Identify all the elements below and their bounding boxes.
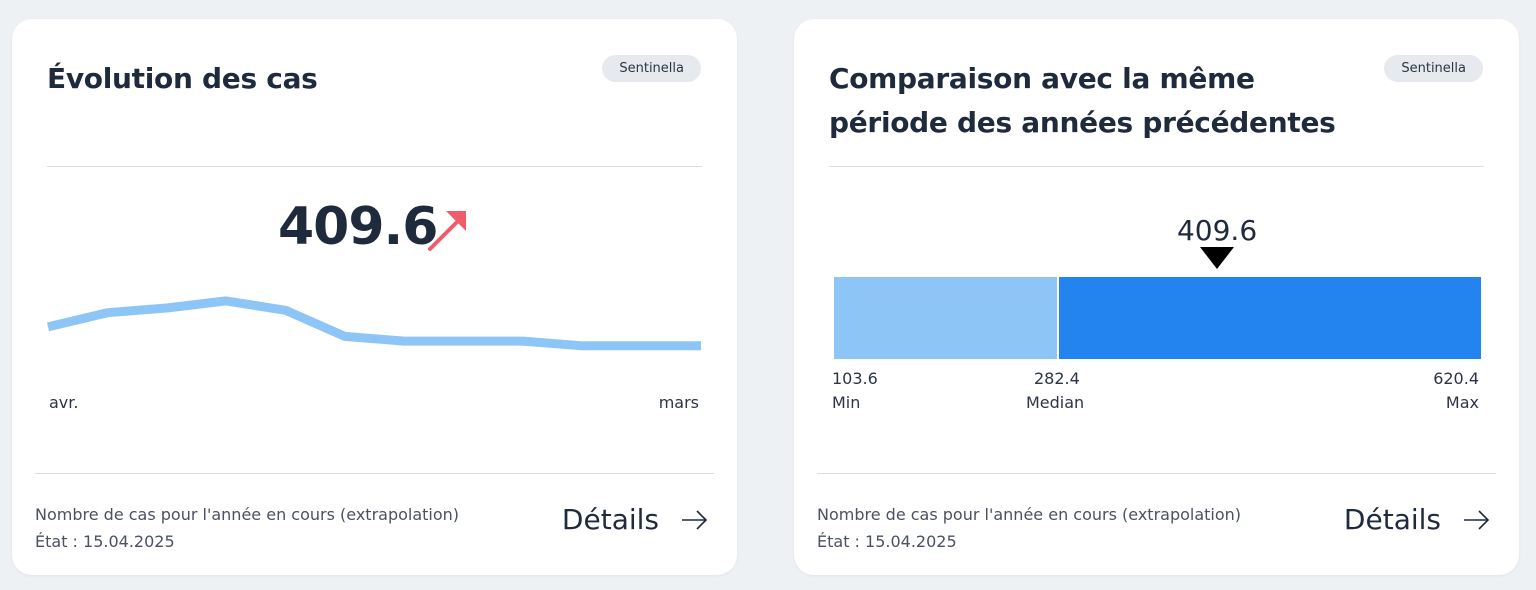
divider bbox=[35, 473, 714, 474]
details-label: Détails bbox=[561, 503, 659, 536]
sparkline-series bbox=[47, 296, 701, 351]
source-badge: Sentinella bbox=[1384, 55, 1483, 82]
arrow-right-icon bbox=[682, 509, 708, 530]
footer-desc-text: Nombre de cas pour l'année en cours (ext… bbox=[35, 505, 460, 524]
footer-date: État : 15.04.2025 bbox=[35, 532, 175, 551]
card-title: Évolution des cas bbox=[47, 62, 318, 95]
evolution-card: Évolution des cas Sentinella 409.6 avr. … bbox=[12, 19, 737, 575]
min-label: Min bbox=[832, 393, 861, 412]
max-value: 620.4 bbox=[1433, 369, 1479, 388]
divider bbox=[817, 473, 1496, 474]
x-axis-end-label: mars bbox=[658, 393, 699, 412]
current-value-marker bbox=[1200, 247, 1235, 269]
max-label: Max bbox=[1445, 393, 1479, 412]
sparkline-chart bbox=[47, 296, 701, 351]
current-value: 409.6 bbox=[278, 197, 438, 257]
range-bar-min-median bbox=[834, 277, 1057, 359]
arrow-right-icon bbox=[1464, 509, 1490, 530]
footer-description: Nombre de cas pour l'année en cours (ext… bbox=[35, 501, 459, 555]
card-title: Comparaison avec la même période des ann… bbox=[829, 62, 1336, 139]
min-value: 103.6 bbox=[832, 369, 878, 388]
footer-description: Nombre de cas pour l'année en cours (ext… bbox=[817, 501, 1241, 555]
source-badge: Sentinella bbox=[602, 55, 701, 82]
divider bbox=[47, 166, 702, 167]
range-bar-median-max bbox=[1058, 277, 1481, 359]
current-value-label: 409.6 bbox=[1176, 214, 1258, 247]
details-label: Détails bbox=[1343, 503, 1441, 536]
median-value: 282.4 bbox=[1034, 369, 1080, 388]
details-link[interactable]: Détails bbox=[1344, 503, 1491, 536]
footer-desc-text: Nombre de cas pour l'année en cours (ext… bbox=[817, 505, 1242, 524]
median-label: Median bbox=[1026, 393, 1085, 412]
footer-date: État : 15.04.2025 bbox=[817, 532, 957, 551]
comparison-card: Comparaison avec la même période des ann… bbox=[794, 19, 1519, 575]
details-link[interactable]: Détails bbox=[562, 503, 709, 536]
divider bbox=[829, 166, 1484, 167]
x-axis-start-label: avr. bbox=[49, 393, 79, 412]
arrow-up-right-icon bbox=[428, 211, 466, 251]
